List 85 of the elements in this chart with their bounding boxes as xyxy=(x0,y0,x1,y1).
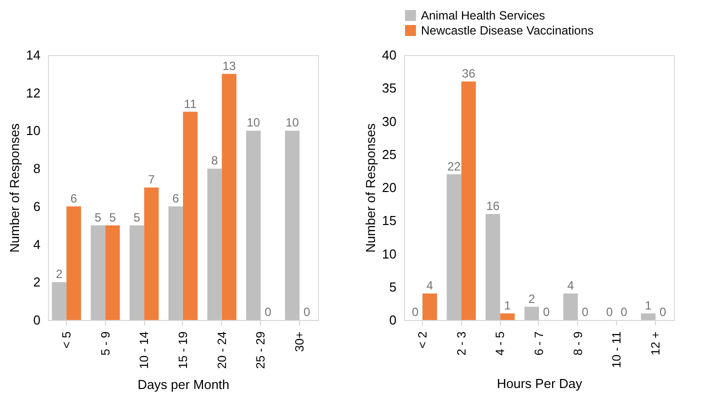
x-tick-label: < 5 xyxy=(59,331,74,349)
data-label: 5 xyxy=(94,210,102,224)
x-tick-label: < 2 xyxy=(415,331,430,349)
data-label: 1 xyxy=(504,298,512,312)
y-tick-label: 8 xyxy=(33,161,40,176)
bar xyxy=(446,174,462,320)
bar xyxy=(500,313,515,320)
data-label: 6 xyxy=(172,191,180,206)
data-label: 0 xyxy=(264,305,272,319)
bar xyxy=(461,82,476,320)
y-tick-label: 2 xyxy=(33,274,40,290)
y-tick-label: 0 xyxy=(389,312,396,328)
data-label: 0 xyxy=(659,305,666,319)
bar xyxy=(563,294,578,320)
data-label: 1 xyxy=(644,298,652,312)
data-label: 10 xyxy=(286,116,300,130)
x-tick-label: 15 - 19 xyxy=(176,331,190,369)
x-tick-label: 2 - 3 xyxy=(454,331,468,356)
y-tick-label: 10 xyxy=(26,123,40,138)
bar xyxy=(105,225,120,320)
y-tick-label: 5 xyxy=(389,279,396,294)
x-tick-label: 12 + xyxy=(648,332,663,356)
bar xyxy=(183,112,198,320)
data-label: 6 xyxy=(70,191,78,206)
data-label: 22 xyxy=(447,159,462,174)
data-label: 0 xyxy=(412,305,419,319)
y-tick-label: 6 xyxy=(33,198,40,214)
y-tick-label: 14 xyxy=(26,48,40,62)
data-label: 0 xyxy=(303,305,310,319)
data-label: 2 xyxy=(56,267,63,282)
bar xyxy=(640,313,656,320)
x-axis-title: Days per Month xyxy=(138,376,230,392)
bar xyxy=(52,282,66,320)
bar xyxy=(524,306,539,320)
data-label: 11 xyxy=(184,96,197,111)
data-label: 16 xyxy=(486,199,500,213)
y-axis-title: Number of Responses xyxy=(363,122,378,253)
x-tick-label: 30+ xyxy=(292,332,307,352)
x-tick-label: 4 - 5 xyxy=(493,331,508,356)
data-label: 0 xyxy=(582,305,589,319)
data-label: 5 xyxy=(134,210,141,224)
bar xyxy=(246,130,261,320)
bar xyxy=(130,225,144,320)
legend-label: Newcastle Disease Vaccinations xyxy=(421,24,594,38)
x-tick-label: 6 - 7 xyxy=(532,331,546,356)
bar xyxy=(168,206,183,320)
x-tick-label: 25 - 29 xyxy=(254,331,268,369)
legend-label: Animal Health Services xyxy=(421,8,546,22)
bar xyxy=(66,206,82,320)
bar xyxy=(284,130,300,320)
data-label: 10 xyxy=(246,116,260,130)
data-label: 13 xyxy=(222,58,236,73)
bar xyxy=(422,294,438,320)
y-tick-label: 40 xyxy=(382,48,396,62)
y-tick-label: 25 xyxy=(382,146,396,162)
data-label: 0 xyxy=(542,305,550,319)
data-label: 7 xyxy=(148,172,156,186)
data-label: 2 xyxy=(528,292,536,306)
y-tick-label: 20 xyxy=(382,180,396,195)
data-label: 5 xyxy=(109,210,116,224)
x-tick-label: 8 - 9 xyxy=(570,331,585,356)
data-label: 4 xyxy=(426,278,434,292)
x-tick-label: 10 - 11 xyxy=(610,331,624,368)
bar xyxy=(207,168,222,320)
x-tick-label: 10 - 14 xyxy=(137,331,152,369)
y-tick-label: 10 xyxy=(382,246,396,262)
data-label: 0 xyxy=(606,305,614,319)
y-tick-label: 15 xyxy=(382,213,396,228)
y-tick-label: 4 xyxy=(33,236,40,252)
data-label: 8 xyxy=(211,154,218,168)
y-tick-label: 0 xyxy=(33,312,40,328)
bar xyxy=(90,225,106,320)
bar xyxy=(222,74,236,320)
data-label: 0 xyxy=(620,305,628,319)
bar xyxy=(486,214,500,320)
x-axis-title: Hours Per Day xyxy=(496,376,583,391)
data-label: 4 xyxy=(567,278,574,292)
y-tick-label: 12 xyxy=(26,85,40,100)
y-axis-title: Number of Responses xyxy=(7,122,22,253)
x-tick-label: 20 - 24 xyxy=(214,331,229,369)
x-tick-label: 5 - 9 xyxy=(98,331,112,356)
y-tick-label: 35 xyxy=(382,80,396,96)
bar xyxy=(144,188,159,320)
data-label: 36 xyxy=(462,66,476,80)
y-tick-label: 30 xyxy=(382,114,396,129)
